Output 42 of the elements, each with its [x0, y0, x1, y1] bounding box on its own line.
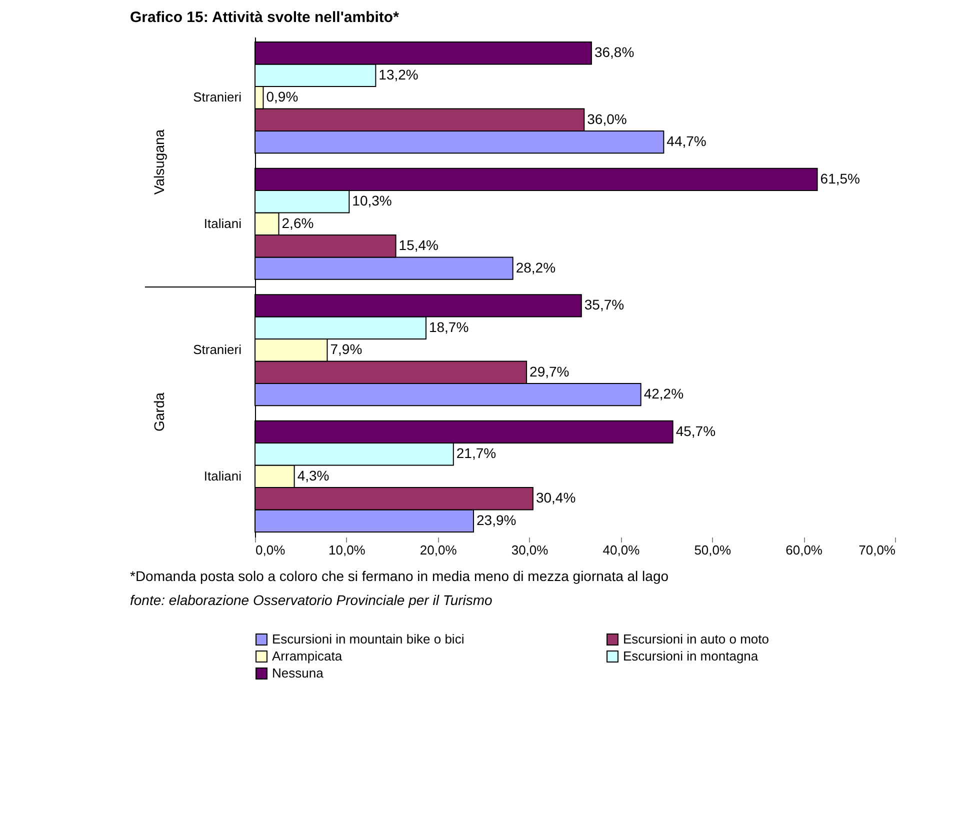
- data-label: 29,7%: [530, 363, 570, 380]
- data-label: 42,2%: [644, 386, 684, 402]
- x-tick-label: 60,0%: [786, 542, 823, 558]
- data-label: 4,3%: [297, 467, 330, 484]
- x-tick-label: 70,0%: [858, 542, 896, 558]
- legend-label: Escursioni in auto o moto: [623, 632, 769, 647]
- y-tick-label: Italiani: [204, 468, 242, 484]
- data-label: 36,8%: [594, 44, 634, 60]
- data-label: 28,2%: [516, 259, 556, 276]
- data-label: 44,7%: [666, 133, 706, 150]
- data-label: 2,6%: [282, 214, 314, 231]
- data-label: 36,0%: [587, 110, 627, 127]
- data-label: 61,5%: [820, 170, 860, 186]
- data-label: 7,9%: [330, 341, 362, 358]
- x-tick-label: 30,0%: [511, 542, 549, 558]
- legend-label: Escursioni in mountain bike o bici: [272, 632, 464, 647]
- legend-label: Escursioni in montagna: [623, 648, 759, 664]
- legend-label: Arrampicata: [272, 648, 343, 664]
- x-tick-label: 0,0%: [256, 542, 286, 558]
- data-label: 13,2%: [378, 66, 418, 82]
- data-label: 45,7%: [676, 422, 716, 439]
- x-tick-label: 50,0%: [694, 542, 732, 558]
- data-label: 10,3%: [352, 192, 392, 209]
- data-label: 21,7%: [456, 445, 496, 462]
- data-label: 23,9%: [476, 512, 516, 528]
- y-tick-label: Italiani: [204, 216, 242, 231]
- x-tick-label: 10,0%: [328, 542, 366, 558]
- y-tick-label: Stranieri: [193, 342, 242, 358]
- data-label: 35,7%: [584, 296, 624, 313]
- data-label: 0,9%: [266, 88, 298, 105]
- data-label: 30,4%: [536, 490, 576, 506]
- text: *Domanda posta solo a coloro che si fermano in media meno di mezza giornata al lago: [130, 568, 669, 584]
- x-tick-label: 20,0%: [420, 542, 458, 558]
- source-note: fonte: elaborazione Osservatorio Provinciale per il Turismo: [130, 592, 493, 608]
- data-label: 18,7%: [428, 318, 469, 335]
- text: Valsugana: [151, 129, 167, 195]
- x-tick-label: 40,0%: [602, 542, 640, 558]
- chart-title: Grafico 15: Attività svolte nell'ambito*: [130, 9, 400, 26]
- legend-label: Nessuna: [272, 666, 324, 680]
- y-tick-label: Stranieri: [193, 90, 242, 105]
- data-label: 15,4%: [398, 237, 439, 254]
- text: Garda: [151, 392, 167, 432]
